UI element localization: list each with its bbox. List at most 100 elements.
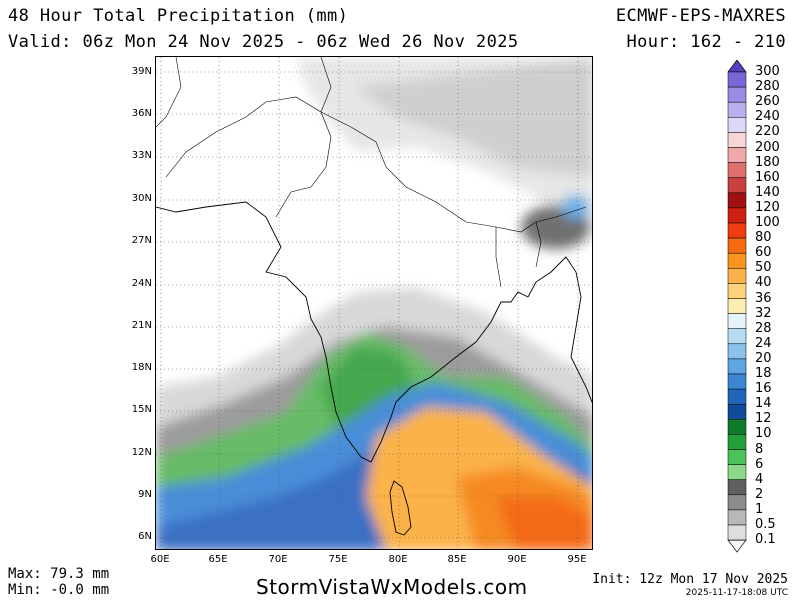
colorbar-swatch — [727, 117, 747, 133]
colorbar-label: 20 — [755, 350, 772, 366]
colorbar-swatch — [727, 419, 747, 435]
colorbar-label: 300 — [755, 64, 780, 79]
lat-label: 21N — [131, 320, 152, 331]
lat-label: 39N — [131, 66, 152, 77]
colorbar-swatch — [727, 71, 747, 88]
init-time: Init: 12z Mon 17 Nov 2025 — [592, 572, 788, 587]
colorbar-label: 4 — [755, 471, 764, 487]
lat-label: 30N — [131, 193, 152, 204]
lon-label: 95E — [567, 554, 587, 565]
colorbar-label: 240 — [755, 109, 780, 125]
colorbar-label: 80 — [755, 230, 772, 246]
colorbar-label: 36 — [755, 290, 772, 306]
colorbar-label: 0.1 — [755, 532, 776, 548]
lon-label: 70E — [268, 554, 288, 565]
map-canvas — [156, 57, 592, 549]
country-borders — [156, 57, 587, 288]
colorbar-swatch — [727, 509, 747, 526]
colorbar-label: 1 — [755, 501, 764, 517]
colorbar-label: 32 — [755, 305, 772, 321]
colorbar-label: 260 — [755, 94, 780, 110]
colorbar-swatch — [727, 101, 747, 118]
colorbar-label: 18 — [755, 366, 772, 381]
colorbar-label: 2 — [755, 486, 764, 502]
colorbar-swatch — [727, 252, 747, 269]
colorbar-swatch — [727, 388, 747, 405]
min-value: Min: -0.0 mm — [8, 582, 110, 598]
colorbar-label: 0.5 — [755, 517, 776, 532]
colorbar-label: 140 — [755, 184, 780, 200]
colorbar-label: 180 — [755, 154, 780, 170]
lat-label: 24N — [131, 278, 152, 289]
colorbar-label: 24 — [755, 335, 772, 351]
lat-label: 27N — [131, 235, 152, 246]
lon-label: 65E — [208, 554, 228, 565]
colorbar-swatch — [727, 313, 747, 329]
colorbar-swatch — [727, 434, 747, 450]
colorbar-label: 12 — [755, 411, 772, 427]
colorbar-swatch — [727, 298, 747, 314]
colorbar-swatch — [727, 177, 747, 194]
colorbar-swatch — [727, 147, 747, 163]
colorbar-top-arrow — [727, 60, 747, 73]
colorbar-swatch — [727, 192, 747, 209]
precipitation-map — [155, 56, 593, 550]
colorbar — [727, 60, 747, 553]
forecast-hour: Hour: 162 - 210 — [626, 32, 786, 52]
colorbar-label: 16 — [755, 381, 772, 397]
colorbar-swatch — [727, 283, 747, 299]
colorbar-label: 8 — [755, 441, 764, 457]
lat-label: 18N — [131, 362, 152, 373]
lon-label: 90E — [507, 554, 527, 565]
generated-timestamp: 2025-11-17-18:08 UTC — [685, 588, 788, 598]
colorbar-label: 220 — [755, 124, 780, 140]
colorbar-label: 40 — [755, 275, 772, 291]
lat-label: 9N — [138, 489, 152, 500]
colorbar-swatch — [727, 86, 747, 103]
lat-label: 36N — [131, 108, 152, 119]
colorbar-swatch — [727, 343, 747, 360]
lat-label: 6N — [138, 531, 152, 542]
colorbar-swatch — [727, 358, 747, 375]
colorbar-swatch — [727, 464, 747, 480]
colorbar-swatch — [727, 268, 747, 284]
site-watermark: StormVistaWxModels.com — [256, 575, 528, 599]
lon-label: 60E — [150, 554, 170, 565]
colorbar-label: 200 — [755, 139, 780, 155]
colorbar-label: 50 — [755, 260, 772, 276]
colorbar-label: 28 — [755, 320, 772, 336]
colorbar-swatch — [727, 162, 747, 178]
colorbar-label: 6 — [755, 456, 764, 472]
lon-label: 85E — [447, 554, 467, 565]
colorbar-label: 60 — [755, 245, 772, 261]
lon-label: 75E — [328, 554, 348, 565]
colorbar-swatch — [727, 524, 747, 541]
colorbar-swatch — [727, 449, 747, 465]
precip-field — [156, 57, 592, 549]
lat-label: 33N — [131, 150, 152, 161]
colorbar-swatch — [727, 403, 747, 420]
lat-label: 15N — [131, 404, 152, 415]
colorbar-swatch — [727, 373, 747, 390]
colorbar-swatch — [727, 328, 747, 345]
chart-title: 48 Hour Total Precipitation (mm) — [8, 6, 349, 26]
colorbar-label: 10 — [755, 426, 772, 442]
colorbar-label: 280 — [755, 79, 780, 95]
lat-label: 12N — [131, 447, 152, 458]
colorbar-bottom-arrow — [727, 539, 747, 553]
colorbar-label: 100 — [755, 215, 780, 230]
colorbar-swatch — [727, 237, 747, 254]
max-value: Max: 79.3 mm — [8, 566, 110, 582]
colorbar-swatch — [727, 207, 747, 224]
colorbar-label: 120 — [755, 199, 780, 215]
colorbar-swatch — [727, 222, 747, 239]
valid-period: Valid: 06z Mon 24 Nov 2025 - 06z Wed 26 … — [8, 32, 519, 52]
colorbar-swatch — [727, 494, 747, 511]
colorbar-label: 160 — [755, 169, 780, 185]
colorbar-swatch — [727, 479, 747, 496]
model-name: ECMWF-EPS-MAXRES — [615, 6, 786, 26]
lon-label: 80E — [388, 554, 408, 565]
coastlines — [156, 201, 592, 536]
colorbar-label: 14 — [755, 396, 772, 412]
colorbar-swatch — [727, 132, 747, 148]
